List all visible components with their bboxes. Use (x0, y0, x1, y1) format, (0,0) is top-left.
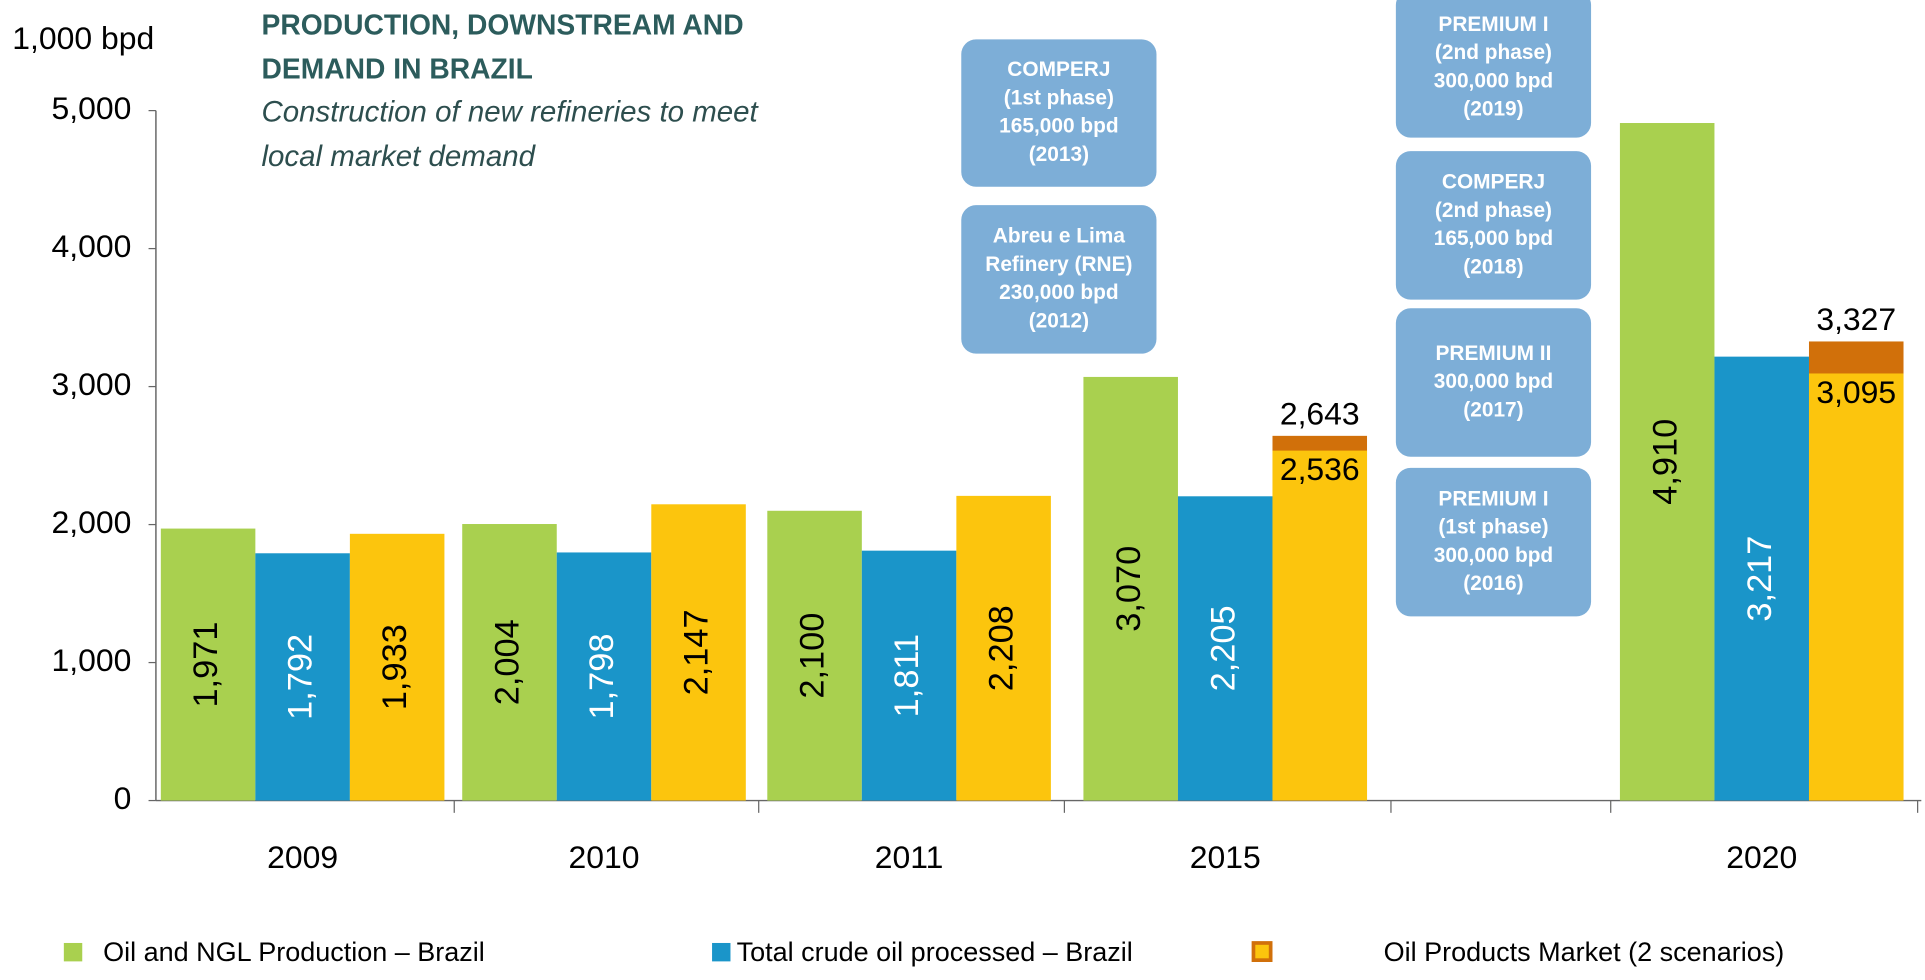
annotation-text: COMPERJ (1442, 171, 1545, 194)
data-label: 1,792 (282, 634, 320, 720)
bar (956, 495, 1051, 801)
annotation-text: 300,000 bpd (1434, 370, 1553, 393)
annotation-text: Refinery (RNE) (985, 253, 1132, 276)
annotation-box: PREMIUM I (1st phase) 300,000 bpd (2016) (1395, 467, 1592, 617)
y-tick-label: 5,000 (52, 90, 132, 126)
x-tick-label: 2015 (1190, 839, 1261, 875)
data-label: 2,208 (983, 605, 1021, 691)
x-tick-label: 2010 (569, 839, 640, 875)
bar (1714, 356, 1809, 801)
y-axis-label: 1,000 bpd (12, 20, 154, 56)
x-tick-label: 2020 (1726, 839, 1797, 875)
data-label: 2,147 (678, 609, 716, 695)
chart-title: PRODUCTION, DOWNSTREAM AND DEMAND IN BRA… (261, 8, 744, 85)
data-label: 1,971 (187, 622, 225, 708)
annotation-text: 165,000 bpd (1434, 227, 1553, 250)
y-tick-label: 3,000 (52, 366, 132, 402)
data-label: 1,811 (888, 634, 926, 717)
annotation-box: Abreu e Lima Refinery (RNE) 230,000 bpd (20… (961, 205, 1157, 354)
annotation-text: 165,000 bpd (999, 115, 1118, 138)
data-label: 3,217 (1741, 536, 1779, 622)
legend-swatch (712, 942, 731, 962)
bar (1619, 123, 1715, 801)
annotation-text: (2018) (1463, 255, 1523, 278)
data-label: 2,100 (794, 613, 832, 699)
annotation-text: PREMIUM II (1436, 342, 1552, 365)
annotation-box: PREMIUM I (2nd phase) 300,000 bpd (2019) (1395, 0, 1592, 138)
annotation-text: (2nd phase) (1435, 41, 1552, 64)
annotation-background (961, 205, 1157, 354)
annotation-text: (1st phase) (1438, 516, 1548, 539)
title-block: PRODUCTION, DOWNSTREAM AND DEMAND IN BRA… (261, 8, 758, 174)
bar (1272, 450, 1368, 801)
annotation-text: PREMIUM I (1438, 487, 1548, 510)
annotation-box: COMPERJ (2nd phase) 165,000 bpd (2018) (1395, 151, 1592, 300)
annotation-text: PREMIUM I (1438, 13, 1548, 36)
annotation-text: (1st phase) (1004, 86, 1114, 109)
bar (160, 528, 256, 801)
data-label: 3,327 (1816, 301, 1896, 337)
annotation-background (961, 39, 1157, 187)
data-label: 2,205 (1204, 605, 1242, 691)
annotation-text: (2019) (1463, 98, 1523, 121)
bar (1083, 376, 1178, 801)
bar (651, 504, 746, 801)
annotation-box: COMPERJ (1st phase) 165,000 bpd (2013) (961, 39, 1157, 187)
data-label: 1,933 (376, 624, 414, 710)
legend-swatch (1251, 941, 1273, 962)
annotation-text: 230,000 bpd (999, 281, 1118, 304)
data-label: 2,536 (1280, 451, 1360, 487)
legend-label: Oil and NGL Production – Brazil (103, 937, 485, 967)
bar (861, 550, 957, 801)
legend-swatch (63, 942, 83, 962)
annotation-text: (2017) (1463, 398, 1523, 421)
data-label: 2,004 (489, 619, 527, 705)
annotation-text: (2012) (1029, 309, 1089, 332)
annotation-text: (2nd phase) (1435, 199, 1552, 222)
annotation-text: 300,000 bpd (1434, 544, 1553, 567)
annotation-text: 300,000 bpd (1434, 69, 1553, 92)
data-label: 2,643 (1280, 396, 1360, 432)
bar (349, 533, 445, 801)
legend-label: Total crude oil processed – Brazil (737, 937, 1133, 967)
chart-subtitle: Construction of new refineries to meet l… (261, 95, 758, 174)
y-tick-label: 1,000 (52, 642, 132, 678)
bar (767, 510, 862, 801)
y-tick-label: 4,000 (52, 228, 132, 264)
annotation-text: (2013) (1029, 143, 1089, 166)
annotation-text: COMPERJ (1007, 58, 1110, 81)
data-label: 3,070 (1110, 546, 1148, 632)
bar (556, 552, 652, 801)
data-label: 3,095 (1816, 374, 1896, 410)
data-label: 4,910 (1646, 419, 1684, 505)
bar (255, 553, 350, 801)
y-tick-label: 0 (114, 780, 132, 816)
data-label: 1,798 (583, 634, 621, 720)
annotation-text: (2016) (1463, 572, 1523, 595)
x-tick-label: 2009 (267, 839, 338, 875)
annotation-background (1395, 0, 1592, 138)
annotation-background (1395, 467, 1592, 617)
bar (1808, 373, 1904, 801)
annotation-background (1395, 151, 1592, 300)
bar (462, 524, 557, 801)
annotation-background (1395, 308, 1592, 457)
annotation-box: PREMIUM II 300,000 bpd (2017) (1395, 308, 1592, 457)
legend-label: Oil Products Market (2 scenarios) (1384, 937, 1785, 967)
x-tick-label: 2011 (875, 839, 944, 875)
y-tick-label: 2,000 (52, 504, 132, 540)
bar (1177, 496, 1273, 801)
annotation-text: Abreu e Lima (993, 225, 1126, 248)
